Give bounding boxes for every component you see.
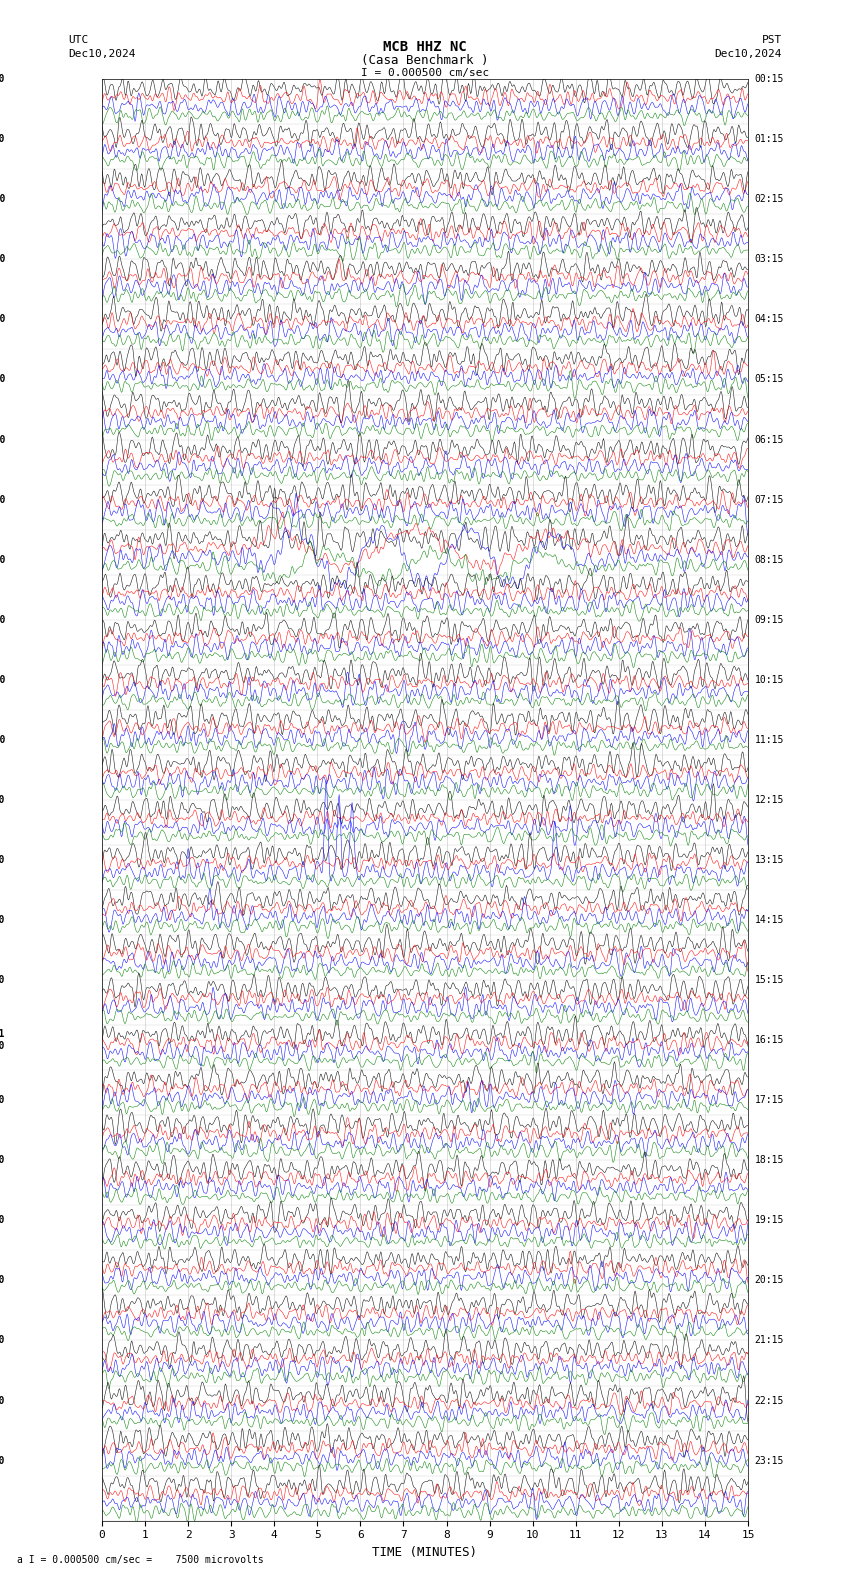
Text: 17:15: 17:15 bbox=[755, 1095, 784, 1106]
Text: 13:15: 13:15 bbox=[755, 855, 784, 865]
Text: 10:15: 10:15 bbox=[755, 675, 784, 684]
Text: 00:15: 00:15 bbox=[755, 74, 784, 84]
Text: MCB HHZ NC: MCB HHZ NC bbox=[383, 40, 467, 54]
Text: 07:15: 07:15 bbox=[755, 494, 784, 505]
Text: 12:15: 12:15 bbox=[755, 795, 784, 805]
Text: 16:00: 16:00 bbox=[0, 554, 5, 564]
Text: 07:00: 07:00 bbox=[0, 1456, 5, 1465]
Text: I = 0.000500 cm/sec: I = 0.000500 cm/sec bbox=[361, 68, 489, 78]
Text: 01:00: 01:00 bbox=[0, 1095, 5, 1106]
Text: 16:15: 16:15 bbox=[755, 1036, 784, 1045]
Text: PST: PST bbox=[762, 35, 782, 44]
Text: 15:00: 15:00 bbox=[0, 494, 5, 505]
Text: Dec10,2024: Dec10,2024 bbox=[715, 49, 782, 59]
Text: UTC: UTC bbox=[68, 35, 88, 44]
Text: 03:00: 03:00 bbox=[0, 1215, 5, 1226]
Text: 08:15: 08:15 bbox=[755, 554, 784, 564]
Text: 22:00: 22:00 bbox=[0, 916, 5, 925]
Text: 05:15: 05:15 bbox=[755, 374, 784, 385]
Text: 14:15: 14:15 bbox=[755, 916, 784, 925]
Text: 06:15: 06:15 bbox=[755, 434, 784, 445]
Text: 02:15: 02:15 bbox=[755, 195, 784, 204]
Text: 18:00: 18:00 bbox=[0, 675, 5, 684]
Text: 03:15: 03:15 bbox=[755, 255, 784, 265]
Text: 04:15: 04:15 bbox=[755, 315, 784, 325]
Text: 12:00: 12:00 bbox=[0, 315, 5, 325]
Text: 21:00: 21:00 bbox=[0, 855, 5, 865]
Text: 08:00: 08:00 bbox=[0, 74, 5, 84]
Text: 01:15: 01:15 bbox=[755, 135, 784, 144]
Text: 19:00: 19:00 bbox=[0, 735, 5, 744]
Text: 11:15: 11:15 bbox=[755, 735, 784, 744]
Text: 21:15: 21:15 bbox=[755, 1335, 784, 1345]
Text: 04:00: 04:00 bbox=[0, 1275, 5, 1285]
Text: 20:15: 20:15 bbox=[755, 1275, 784, 1285]
Text: 06:00: 06:00 bbox=[0, 1396, 5, 1405]
Text: 23:15: 23:15 bbox=[755, 1456, 784, 1465]
Text: 14:00: 14:00 bbox=[0, 434, 5, 445]
Text: 11:00: 11:00 bbox=[0, 255, 5, 265]
Text: 02:00: 02:00 bbox=[0, 1155, 5, 1166]
Text: 20:00: 20:00 bbox=[0, 795, 5, 805]
Text: 13:00: 13:00 bbox=[0, 374, 5, 385]
Text: 18:15: 18:15 bbox=[755, 1155, 784, 1166]
Text: a I = 0.000500 cm/sec =    7500 microvolts: a I = 0.000500 cm/sec = 7500 microvolts bbox=[17, 1555, 264, 1565]
Text: 19:15: 19:15 bbox=[755, 1215, 784, 1226]
Text: 23:00: 23:00 bbox=[0, 976, 5, 985]
Text: 05:00: 05:00 bbox=[0, 1335, 5, 1345]
Text: Dec10,2024: Dec10,2024 bbox=[68, 49, 135, 59]
Text: 10:00: 10:00 bbox=[0, 195, 5, 204]
Text: 15:15: 15:15 bbox=[755, 976, 784, 985]
Text: 22:15: 22:15 bbox=[755, 1396, 784, 1405]
Text: 09:15: 09:15 bbox=[755, 615, 784, 624]
Text: 09:00: 09:00 bbox=[0, 135, 5, 144]
X-axis label: TIME (MINUTES): TIME (MINUTES) bbox=[372, 1546, 478, 1559]
Text: 17:00: 17:00 bbox=[0, 615, 5, 624]
Text: Dec11
00:00: Dec11 00:00 bbox=[0, 1030, 5, 1050]
Text: (Casa Benchmark ): (Casa Benchmark ) bbox=[361, 54, 489, 67]
